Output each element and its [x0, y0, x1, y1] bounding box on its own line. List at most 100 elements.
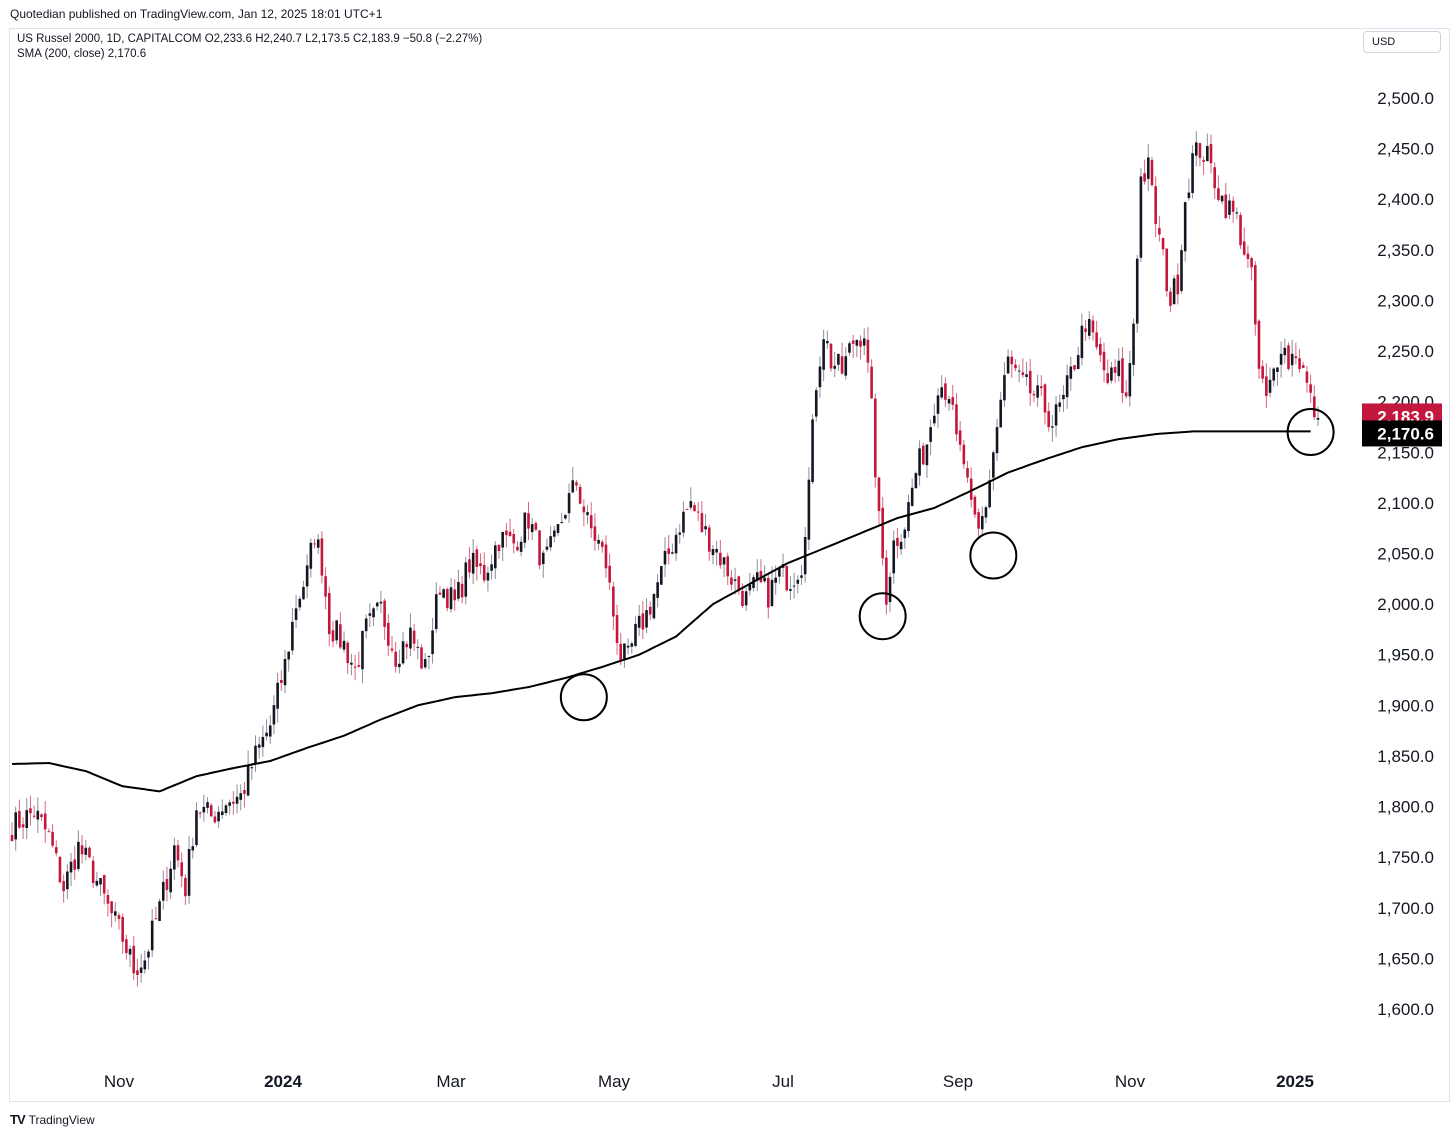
candle-body [1279, 353, 1283, 365]
candle-body [999, 399, 1003, 428]
candle-body [855, 339, 859, 346]
sma-value-tag: 2,170.6 [1377, 424, 1434, 443]
candle-body [1102, 351, 1106, 371]
candle-body [763, 577, 766, 582]
candle-body [324, 576, 327, 597]
candle-body [586, 512, 589, 516]
candle-body [353, 666, 357, 668]
candle-body [785, 566, 789, 591]
x-tick-label: Nov [1115, 1072, 1146, 1091]
candle-body [106, 895, 110, 904]
candle-body [862, 338, 866, 346]
candle-body [623, 643, 626, 660]
candle-body [505, 530, 508, 536]
candle-body [464, 562, 468, 597]
legend-symbol[interactable]: US Russel 2000, 1D, CAPITALCOM [17, 33, 202, 45]
candle-body [66, 871, 69, 890]
candle-body [711, 549, 715, 556]
brand-name[interactable]: TradingView [28, 1112, 95, 1127]
sma-value-tag-bg [1362, 420, 1442, 447]
candle-body [346, 642, 350, 664]
candle-body [1087, 319, 1091, 336]
candle-body [449, 587, 453, 610]
candle-body [667, 548, 670, 555]
candle-body [914, 473, 918, 489]
candle-body [18, 811, 21, 828]
candle-body [774, 577, 777, 583]
candle-body [471, 552, 475, 574]
tradingview-logo-icon[interactable]: TV [10, 1112, 26, 1127]
candle-body [91, 860, 95, 884]
candle-body [416, 646, 420, 648]
candle-body [899, 541, 903, 550]
price-chart[interactable]: 1,600.0 1,650.0 1,700.0 1,750.0 1,800.0 1,850… [0, 0, 1456, 1110]
candle-body [110, 901, 113, 914]
candle-body [811, 419, 814, 483]
candle-body [737, 576, 741, 591]
candle-body [545, 546, 549, 550]
candle-body [1058, 402, 1062, 407]
candle-body [1290, 353, 1294, 366]
candle-body [195, 810, 198, 846]
currency-selector[interactable]: USD [1363, 31, 1441, 53]
candle-body [789, 589, 792, 591]
candle-body [933, 415, 936, 424]
legend-sma[interactable]: SMA (200, close) 2,170.6 [17, 48, 147, 60]
candle-body [1117, 360, 1121, 377]
candle-body [54, 847, 58, 854]
candle-body [818, 366, 822, 388]
candle-body [372, 608, 375, 618]
candle-body [1301, 365, 1305, 368]
candle-body [766, 578, 770, 608]
candle-body [1054, 404, 1058, 426]
candle-body [759, 570, 763, 583]
x-tick-label: Nov [104, 1072, 135, 1091]
candle-body [1043, 384, 1047, 413]
touch-circle [559, 673, 608, 722]
candle-body [302, 586, 305, 600]
candle-body [409, 627, 412, 649]
candle-body [553, 530, 556, 537]
candle-body [1062, 394, 1065, 400]
candle-body [840, 356, 844, 374]
candle-body [254, 745, 257, 765]
candle-body [342, 640, 346, 650]
candle-body [77, 841, 80, 869]
candle-body [652, 594, 656, 619]
candle-body [1180, 250, 1183, 291]
candle-body [689, 501, 693, 508]
candle-body [228, 802, 231, 806]
candle-body [1014, 364, 1017, 369]
candle-body [1213, 167, 1217, 189]
candle-body [770, 579, 774, 607]
candle-body [184, 877, 187, 897]
candle-body [486, 572, 490, 581]
candle-body [1154, 186, 1157, 225]
candle-body [969, 478, 973, 500]
candle-body [1135, 258, 1139, 324]
candle-body [102, 875, 106, 894]
candle-body [1021, 372, 1025, 376]
candle-body [1305, 371, 1309, 383]
candle-body [1198, 143, 1202, 158]
candle-body [892, 540, 896, 574]
candle-body [250, 767, 254, 769]
candle-body [604, 544, 608, 569]
candle-body [918, 448, 921, 476]
candle-body [896, 537, 899, 546]
candle-body [40, 814, 43, 818]
candle-body [202, 806, 206, 813]
candle-body [958, 430, 962, 445]
candle-body [696, 511, 700, 513]
candle-body [715, 548, 718, 553]
candle-body [597, 539, 600, 544]
candle-body [283, 658, 287, 686]
candle-body [1146, 157, 1150, 179]
candle-body [837, 353, 840, 365]
candle-body [117, 915, 121, 919]
candle-body [682, 511, 685, 533]
candle-body [482, 564, 486, 581]
candle-body [1124, 392, 1128, 397]
candle-body [1257, 320, 1261, 369]
candle-body [29, 808, 32, 814]
